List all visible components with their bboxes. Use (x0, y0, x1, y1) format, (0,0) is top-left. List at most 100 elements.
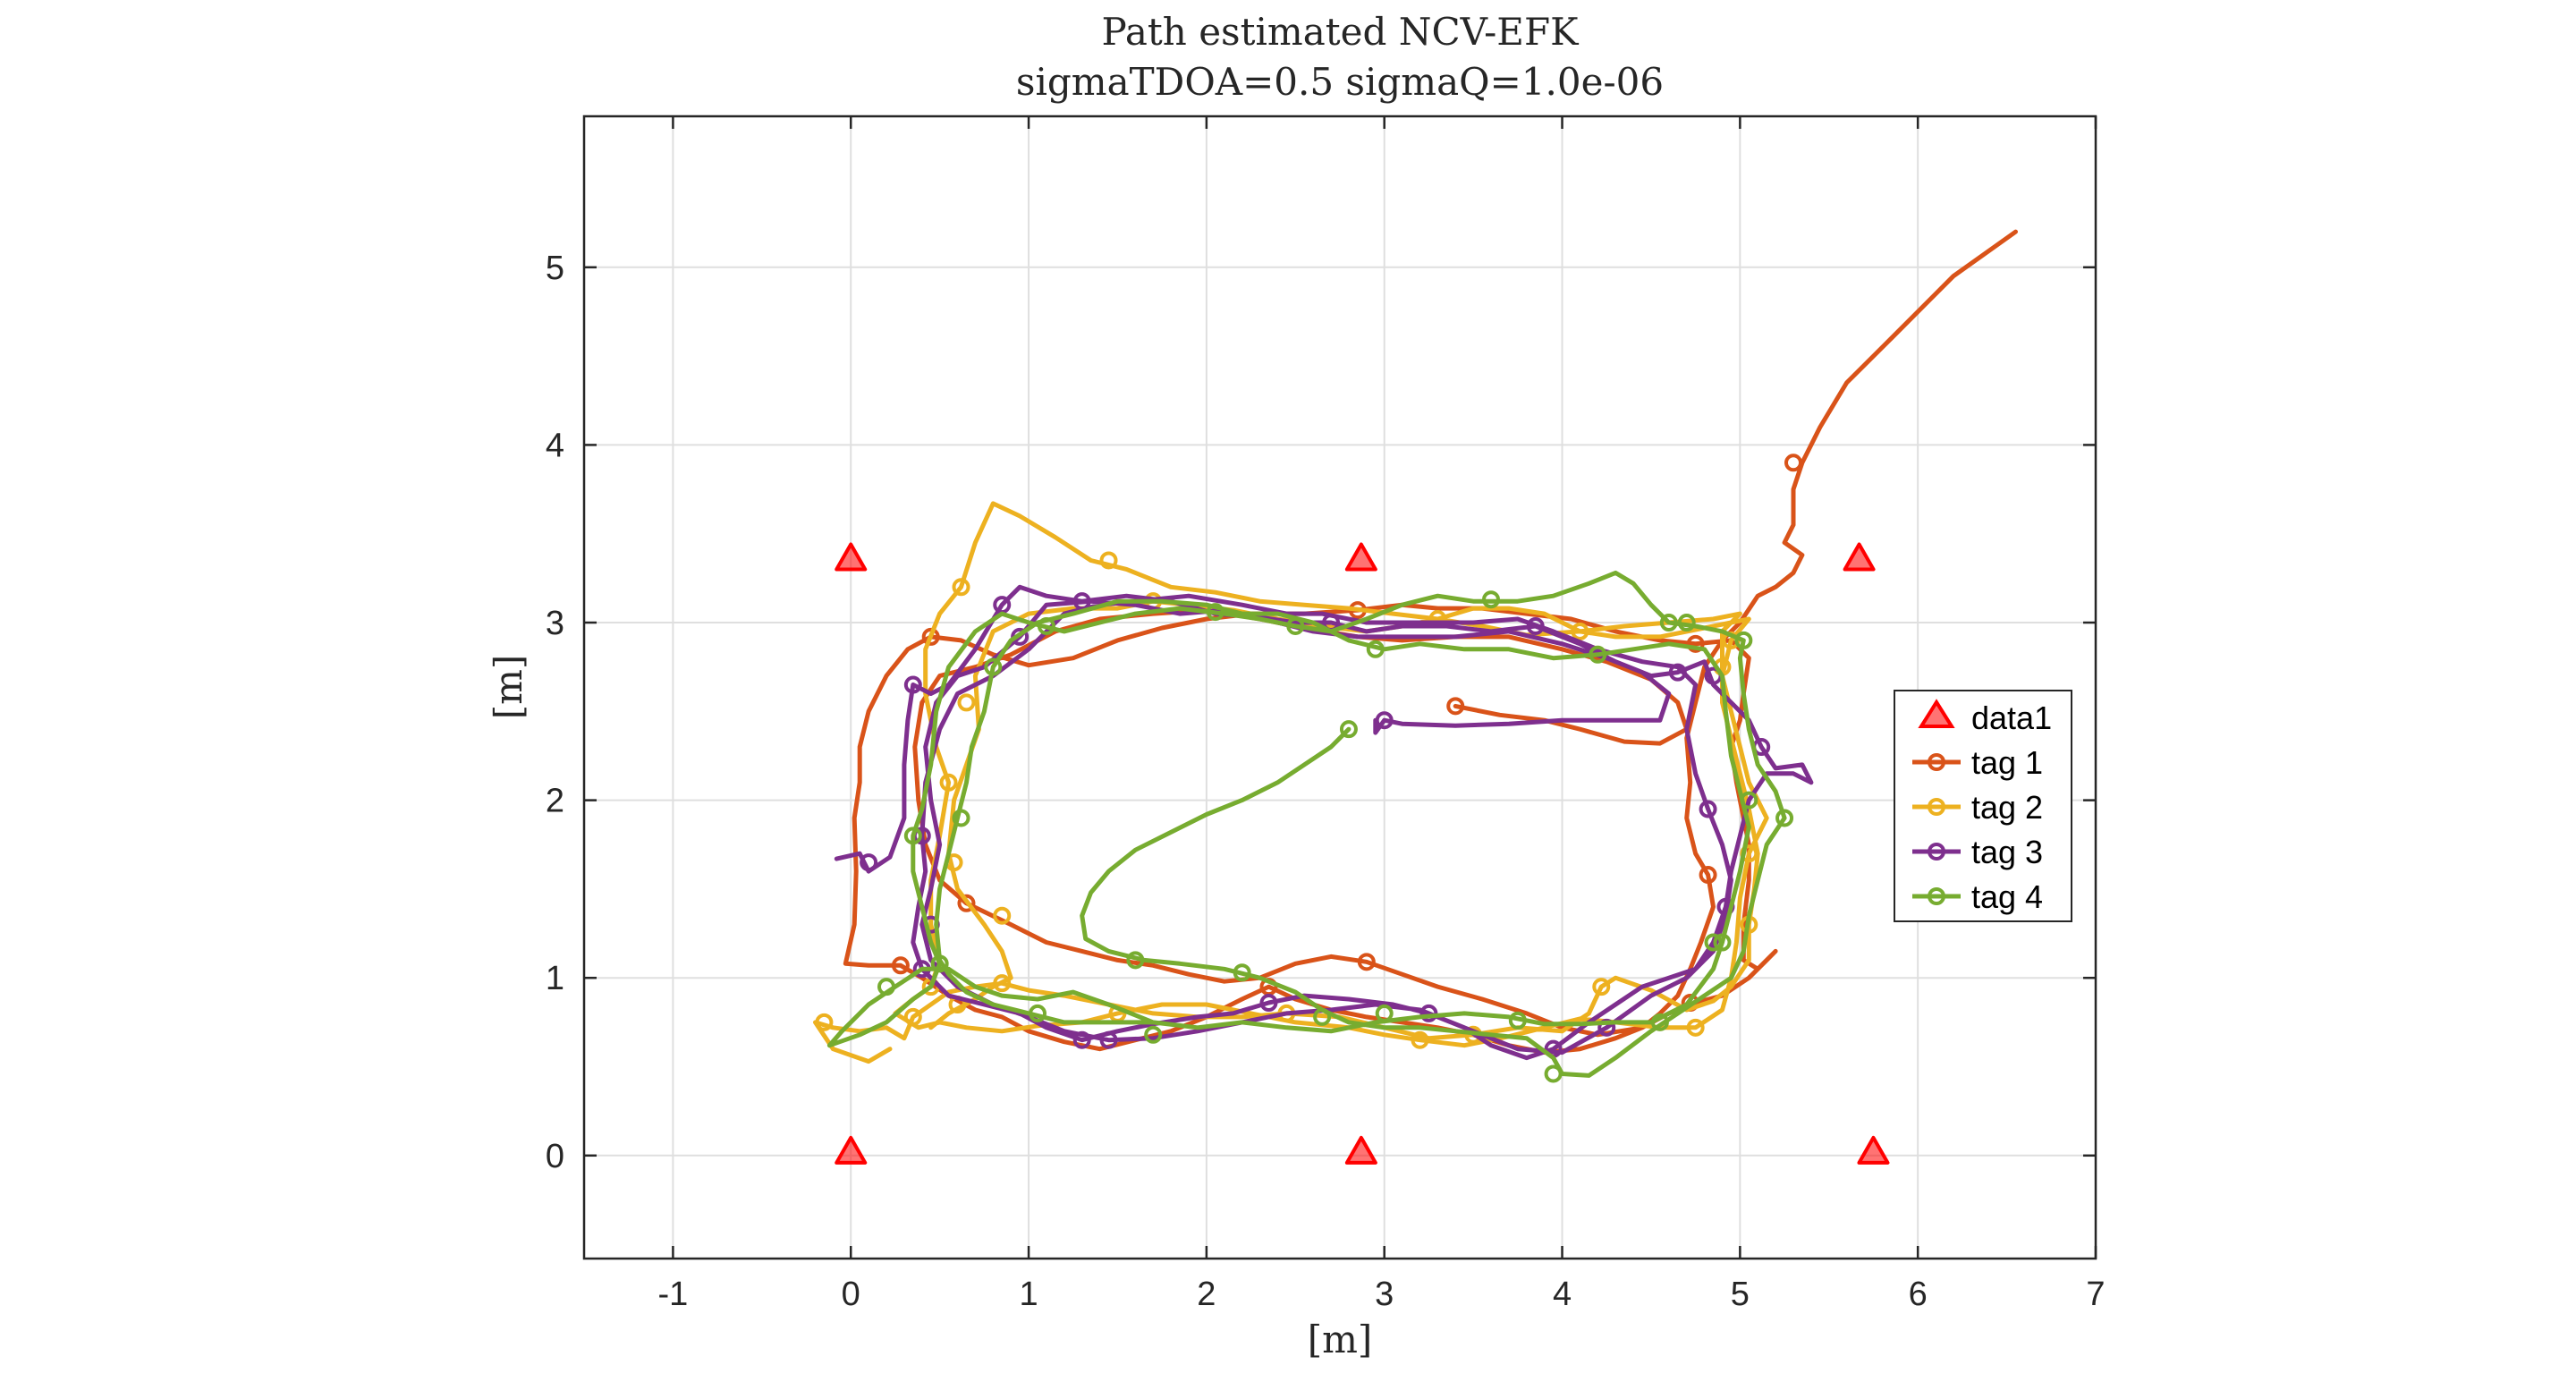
anchor-point (835, 1135, 868, 1165)
circle-marker-icon (1928, 887, 1945, 905)
series-point-tag-4 (1126, 951, 1145, 970)
series-point-tag-1 (921, 627, 940, 646)
series-point-tag-2 (952, 578, 970, 597)
series-point-tag-4 (1233, 963, 1251, 982)
series-point-tag-4 (1734, 631, 1753, 649)
series-point-tag-2 (993, 974, 1012, 993)
series-lines (813, 229, 2018, 1083)
chart-title-line-1: Path estimated NCV-EFK (1102, 10, 1580, 54)
legend-item-tag-4: tag 4 (1912, 878, 2043, 915)
series-point-tag-4 (1375, 1004, 1394, 1022)
series-point-tag-4 (1339, 720, 1358, 739)
series-point-tag-3 (1526, 616, 1545, 635)
legend-label-data1: data1 (1971, 700, 2052, 736)
y-tick-label: 3 (546, 605, 564, 642)
y-tick-label: 0 (546, 1138, 564, 1175)
anchor-point (1344, 542, 1377, 572)
series-point-tag-3 (1259, 994, 1278, 1013)
series-point-tag-1 (1699, 866, 1717, 885)
legend-label-tag-2: tag 2 (1971, 789, 2043, 826)
series-point-tag-4 (1589, 645, 1607, 664)
series-point-tag-4 (1482, 590, 1500, 609)
legend-item-tag-3: tag 3 (1912, 834, 2043, 870)
series-point-tag-2 (957, 693, 976, 712)
anchor-point (835, 542, 868, 572)
series-point-tag-3 (860, 853, 878, 872)
series-point-tag-3 (903, 675, 922, 694)
series-point-tag-3 (1699, 800, 1717, 818)
triangle-marker-icon (1918, 699, 1955, 728)
y-tick-label: 5 (546, 250, 564, 287)
x-tick-label: 2 (1197, 1276, 1216, 1313)
anchor-point (1857, 1135, 1890, 1165)
series-point-tag-1 (1784, 454, 1802, 472)
series-point-tag-4 (1037, 616, 1055, 635)
series-point-tag-4 (1366, 640, 1385, 658)
series-point-tag-3 (1597, 1018, 1616, 1037)
anchor-point (1843, 542, 1876, 572)
series-point-tag-4 (1775, 809, 1794, 827)
legend-item-data1: data1 (1918, 699, 2052, 736)
series-point-tag-4 (1740, 791, 1758, 810)
series-point-tag-4 (952, 809, 970, 827)
x-tick-label: -1 (658, 1276, 689, 1313)
series-point-tag-2 (939, 773, 958, 792)
series-point-tag-4 (1659, 614, 1678, 632)
series-point-tag-4 (1508, 1011, 1527, 1030)
series-point-tag-4 (1313, 1007, 1332, 1026)
series-point-tag-1 (1357, 953, 1376, 971)
series-point-tag-2 (1571, 622, 1589, 640)
series-point-tag-4 (1713, 933, 1732, 952)
circle-marker-icon (1928, 798, 1945, 816)
series-point-tag-2 (993, 906, 1012, 925)
series-point-tag-3 (1072, 1030, 1091, 1049)
series-point-tag-2 (815, 1013, 834, 1031)
series-point-tag-1 (1686, 634, 1705, 653)
legend-label-tag-3: tag 3 (1971, 834, 2043, 870)
series-point-tag-4 (1206, 603, 1224, 622)
series-point-tag-4 (1029, 1004, 1046, 1022)
grid-lines (584, 116, 2096, 1259)
x-tick-label: 4 (1553, 1276, 1572, 1313)
legend: data1 tag 1 tag 2 tag 3 tag 4 (1894, 690, 2072, 922)
x-tick-label: 1 (1019, 1276, 1038, 1313)
axes-box (582, 114, 2097, 1260)
series-point-tag-2 (1686, 1018, 1705, 1037)
y-tick-label: 2 (546, 783, 564, 820)
x-tick-label: 5 (1731, 1276, 1750, 1313)
y-axis-ticks: 0 1 2 3 4 5 (546, 250, 2096, 1175)
series-tag-4 (826, 570, 1794, 1083)
anchor-point (1344, 1135, 1377, 1165)
plot-area (813, 229, 2018, 1165)
series-point-tag-3 (1375, 711, 1394, 730)
y-tick-label: 4 (546, 427, 564, 464)
chart-title-line-2: sigmaTDOA=0.5 sigmaQ=1.0e-06 (1016, 60, 1664, 104)
series-point-tag-2 (1099, 551, 1118, 570)
circle-marker-icon (1928, 753, 1945, 771)
series-point-tag-3 (1099, 1030, 1118, 1049)
series-point-tag-4 (1144, 1025, 1163, 1044)
circle-marker-icon (1928, 843, 1945, 861)
y-axis-label: [m] (487, 655, 530, 720)
series-point-tag-4 (1650, 1013, 1669, 1031)
x-tick-label: 3 (1375, 1276, 1394, 1313)
series-point-tag-4 (930, 954, 949, 973)
x-axis-ticks: -1 0 1 2 3 4 5 6 7 (658, 116, 2106, 1313)
series-point-tag-4 (1544, 1064, 1563, 1083)
x-tick-label: 7 (2086, 1276, 2105, 1313)
y-tick-label: 1 (546, 960, 564, 997)
legend-label-tag-1: tag 1 (1971, 744, 2043, 781)
anchor-markers (835, 542, 1890, 1165)
series-point-tag-4 (877, 978, 895, 996)
series-point-tag-3 (1419, 1004, 1438, 1022)
x-axis-label: [m] (1308, 1318, 1373, 1361)
series-point-tag-3 (1072, 592, 1091, 611)
legend-item-tag-1: tag 1 (1912, 744, 2043, 781)
series-point-tag-1 (957, 894, 976, 912)
x-tick-label: 6 (1909, 1276, 1928, 1313)
series-point-tag-4 (1704, 933, 1723, 952)
series-point-tag-2 (1592, 978, 1611, 996)
series-line-tag-4 (826, 570, 1787, 1078)
